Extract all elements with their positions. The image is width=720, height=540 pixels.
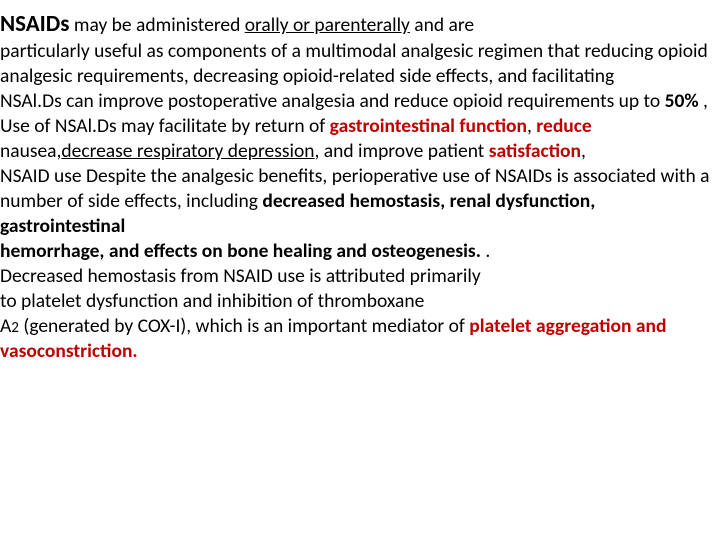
line4-h: satisfaction [489, 139, 581, 163]
line4-f: decrease respiratory depression [61, 139, 314, 163]
line9-b: 2 [11, 319, 19, 337]
line6-a: hemorrhage, and effects on bone healing … [0, 239, 481, 263]
line3-a: NSAl.Ds can improve postoperative analge… [0, 89, 665, 113]
line4-c: , [527, 114, 536, 138]
line3-b: 50% [665, 89, 699, 113]
line9-c: (generated by COX-I), which is an import… [19, 314, 469, 338]
line7: Decreased hemostasis from NSAID use is a… [0, 264, 481, 288]
line4-b: gastrointestinal function [330, 114, 527, 138]
line1-a: may be administered [69, 13, 244, 37]
line8: to platelet dysfunction and inhibition o… [0, 289, 424, 313]
line4-e: nausea, [0, 139, 61, 163]
line1-b: orally or parenterally [245, 13, 410, 37]
line2: particularly useful as components of a m… [0, 39, 708, 88]
line3-c: , [699, 89, 708, 113]
slide-body: NSAIDs may be administered orally or par… [0, 0, 720, 540]
line6-b: . [481, 239, 490, 263]
line1-c: and are [410, 13, 474, 37]
line4-i: , [581, 139, 586, 163]
line4-d: reduce [536, 114, 591, 138]
line4-a: Use of NSAl.Ds may facilitate by return … [0, 114, 330, 138]
line9-a: A [0, 314, 11, 338]
line4-g: , and improve patient [315, 139, 489, 163]
title: NSAIDs [0, 10, 69, 38]
